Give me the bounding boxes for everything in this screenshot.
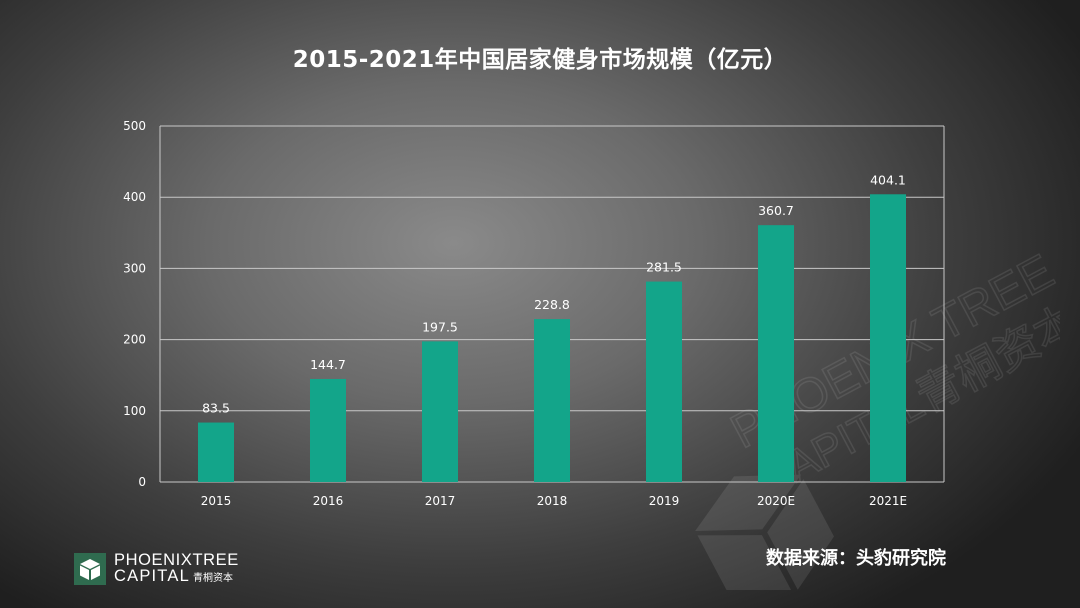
data-label-2018: 228.8	[534, 297, 570, 312]
data-label-2019: 281.5	[646, 260, 682, 275]
logo-capital: CAPITAL	[114, 566, 190, 585]
y-tick-label: 500	[123, 119, 146, 133]
bar-2019	[646, 281, 682, 482]
labels: 83.5 2015 144.7 2016 197.5 2017 228.8 2018 281.5…	[201, 172, 907, 508]
y-tick-label: 300	[123, 261, 146, 275]
chart-title: 2015-2021年中国居家健身市场规模（亿元）	[292, 47, 788, 73]
bar-2020E	[758, 225, 794, 483]
logo-line1: PHOENIXTREE	[114, 550, 239, 569]
bars	[198, 194, 906, 483]
x-tick-label-2015: 2015	[201, 494, 232, 508]
y-tick-label: 100	[123, 404, 146, 418]
x-tick-label-2016: 2016	[313, 494, 344, 508]
data-label-2015: 83.5	[202, 401, 230, 416]
bar-2016	[310, 378, 346, 482]
y-tick-label: 0	[138, 475, 146, 489]
phoenixtree-cube-icon	[74, 553, 106, 585]
data-label-2021E: 404.1	[870, 172, 906, 187]
y-tick-label: 400	[123, 190, 146, 204]
source-note: 数据来源：头豹研究院	[766, 548, 946, 569]
logo-chinese-name: 青桐资本	[192, 572, 233, 584]
x-tick-label-2020E: 2020E	[757, 494, 795, 508]
x-tick-label-2021E: 2021E	[869, 494, 907, 508]
logo-text: PHOENIXTREE CAPITAL 青桐资本	[114, 550, 239, 587]
data-label-2016: 144.7	[310, 357, 346, 372]
bar-2015	[198, 422, 234, 482]
bar-2021E	[870, 194, 906, 482]
bar-2017	[422, 341, 458, 482]
x-tick-label-2018: 2018	[537, 494, 568, 508]
logo-line2: CAPITAL 青桐资本	[114, 566, 239, 587]
data-label-2017: 197.5	[422, 319, 458, 334]
phoenixtree-capital-logo: PHOENIXTREE CAPITAL 青桐资本	[74, 551, 239, 587]
x-tick-label-2019: 2019	[649, 494, 680, 508]
y-tick-label: 200	[123, 333, 146, 347]
data-label-2020E: 360.7	[758, 203, 794, 218]
x-tick-label-2017: 2017	[425, 494, 456, 508]
axes: 0 100 200 300 400 500	[123, 119, 945, 489]
bar-2018	[534, 319, 570, 482]
